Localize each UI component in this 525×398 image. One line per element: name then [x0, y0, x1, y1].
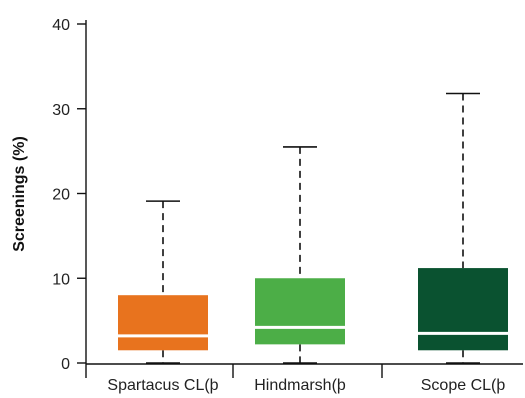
box-3 [418, 268, 508, 351]
y-tick-label: 0 [61, 356, 70, 373]
y-tick-label: 10 [52, 271, 70, 288]
box-1 [118, 295, 208, 351]
y-axis-title: Screenings (%) [11, 136, 28, 252]
box-2 [255, 278, 345, 345]
chart-labels: 0 10 20 30 40 Screenings (%) Spartacus CL(þ Hin… [11, 17, 505, 394]
y-tick-label: 40 [52, 17, 70, 34]
x-category-label: Spartacus CL(þ [107, 377, 218, 394]
chart-axes [77, 20, 523, 378]
y-tick-label: 30 [52, 102, 70, 119]
chart-boxes [118, 92, 508, 364]
y-tick-label: 20 [52, 187, 70, 204]
x-category-label: Hindmarsh(þ [254, 377, 346, 394]
x-category-label: Scope CL(þ [421, 377, 506, 394]
